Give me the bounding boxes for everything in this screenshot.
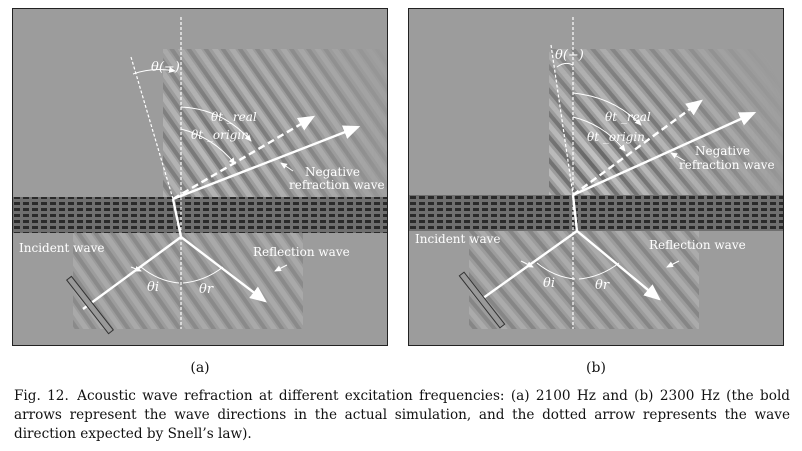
theta-r-label: θr bbox=[199, 282, 214, 297]
caption-text: Acoustic wave refraction at different ex… bbox=[14, 388, 790, 442]
theta-i-label: θi bbox=[543, 276, 555, 291]
theta-t-origin-label: θt _origin bbox=[191, 128, 249, 142]
negative-label-line2: refraction wave bbox=[289, 178, 385, 192]
negative-label-line2: refraction wave bbox=[679, 158, 775, 172]
simulation-panel-a: θ(−) θt _real θt _origin Negative refrac… bbox=[12, 8, 388, 346]
negative-label-line1: Negative bbox=[695, 144, 750, 158]
phononic-lattice bbox=[13, 197, 387, 233]
negative-label-line1: Negative bbox=[305, 165, 360, 179]
simulation-panel-b: θ(−) θt _real θt _origin Negative refrac… bbox=[408, 8, 784, 346]
theta-t-real-label: θt _real bbox=[211, 110, 257, 124]
theta-neg-label: θ(−) bbox=[151, 60, 180, 75]
panel-b-sublabel: (b) bbox=[586, 360, 606, 376]
phononic-lattice bbox=[409, 195, 783, 231]
incident-wave-label: Incident wave bbox=[415, 232, 500, 246]
panel-a-svg: θ(−) θt _real θt _origin Negative refrac… bbox=[13, 9, 387, 345]
theta-t-real-label: θt _real bbox=[605, 110, 651, 124]
reflection-wave-label: Reflection wave bbox=[253, 245, 350, 259]
theta-i-label: θi bbox=[147, 280, 159, 295]
theta-t-origin-label: θt _origin bbox=[587, 130, 645, 144]
panel-b-svg: θ(−) θt _real θt _origin Negative refrac… bbox=[409, 9, 783, 345]
theta-r-label: θr bbox=[595, 278, 610, 293]
figure-caption: Fig. 12. Acoustic wave refraction at dif… bbox=[14, 387, 790, 444]
panel-a-sublabel: (a) bbox=[190, 360, 210, 376]
caption-number: Fig. 12. bbox=[14, 388, 69, 404]
theta-neg-label: θ(−) bbox=[555, 48, 584, 63]
reflection-wave-label: Reflection wave bbox=[649, 238, 746, 252]
incident-wave-label: Incident wave bbox=[19, 241, 104, 255]
